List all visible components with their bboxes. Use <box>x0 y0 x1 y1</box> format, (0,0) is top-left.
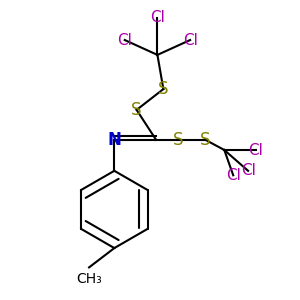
Text: Cl: Cl <box>150 10 165 25</box>
Text: Cl: Cl <box>241 163 256 178</box>
Text: Cl: Cl <box>248 142 263 158</box>
Text: S: S <box>158 80 169 98</box>
Text: S: S <box>200 130 210 148</box>
Text: Cl: Cl <box>183 32 198 47</box>
Text: N: N <box>107 130 121 148</box>
Text: CH₃: CH₃ <box>76 272 102 286</box>
Text: Cl: Cl <box>117 32 132 47</box>
Text: S: S <box>131 101 142 119</box>
Text: Cl: Cl <box>226 168 241 183</box>
Text: S: S <box>173 130 184 148</box>
